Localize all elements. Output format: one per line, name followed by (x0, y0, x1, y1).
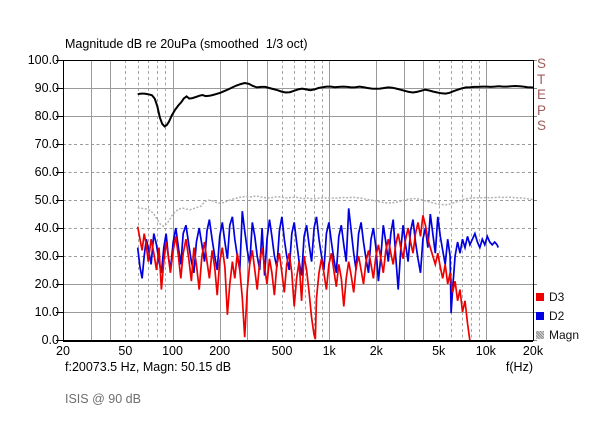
legend-item-label: D2 (549, 308, 565, 323)
watermark-letter: E (537, 87, 547, 102)
series-group (136, 81, 533, 341)
watermark-letter: S (537, 118, 547, 133)
grid (56, 60, 537, 342)
legend-color-swatch (536, 330, 544, 339)
series-magn (137, 195, 533, 228)
chart-title: Magnitude dB re 20uPa (smoothed 1/3 oct) (65, 37, 308, 51)
series-d3 (136, 215, 471, 341)
legend-color-swatch (536, 311, 544, 320)
watermark-letter: P (537, 102, 547, 118)
legend-item: D3 (536, 287, 579, 306)
legend-item-label: Magn (549, 327, 580, 342)
series-magnitude (137, 81, 533, 128)
legend-item: D2 (536, 306, 579, 325)
x-axis-unit-label: f(Hz) (505, 360, 533, 374)
watermark-letter: S (537, 56, 547, 71)
watermark-letter: T (537, 71, 546, 87)
legend: D3 D2 Magn (536, 287, 579, 344)
legend-color-swatch (536, 292, 544, 301)
legend-item-label: D3 (549, 289, 565, 304)
cursor-readout: f:20073.5 Hz, Magn: 50.15 dB (65, 360, 232, 374)
legend-item: Magn (536, 325, 579, 344)
measurement-title: ISIS @ 90 dB (65, 392, 141, 406)
series-d2 (136, 208, 499, 314)
